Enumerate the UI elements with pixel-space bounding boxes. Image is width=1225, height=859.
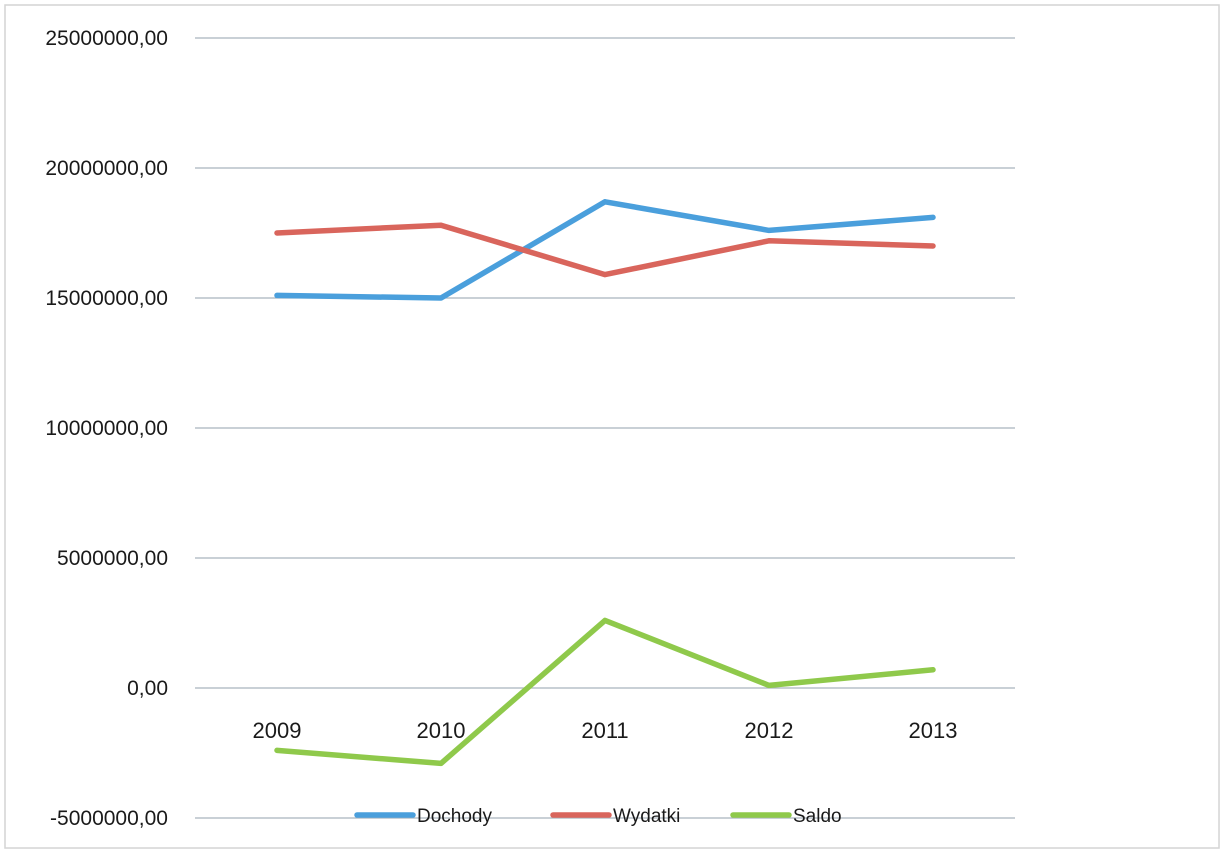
data-point [602,199,608,205]
legend-label: Saldo [793,806,842,827]
x-tick-label: 2011 [581,718,628,743]
y-tick-label: 25000000,00 [45,27,168,50]
data-point [602,272,608,278]
y-tick-label: -5000000,00 [50,807,168,830]
data-point [438,295,444,301]
x-tick-label: 2013 [909,718,958,743]
data-point [274,230,280,236]
data-point [930,214,936,220]
data-point [930,243,936,249]
data-point [766,227,772,233]
data-point [438,760,444,766]
data-point [766,238,772,244]
y-tick-label: 5000000,00 [57,547,168,570]
data-point [438,222,444,228]
data-point [274,292,280,298]
gridlines [195,37,1015,819]
legend-label: Dochody [417,806,492,827]
legend: Dochody Wydatki Saldo [354,806,842,827]
data-point [766,682,772,688]
data-point [274,747,280,753]
legend-label: Wydatki [613,806,680,827]
x-tick-label: 2009 [253,718,302,743]
x-tick-label: 2010 [417,718,466,743]
series-lines [274,199,936,767]
data-point [930,667,936,673]
x-tick-label: 2012 [745,718,794,743]
y-tick-label: 20000000,00 [45,157,168,180]
x-axis-tick-labels: 2009 2010 2011 2012 2013 [253,718,958,743]
y-axis-tick-labels: 25000000,00 20000000,00 15000000,00 1000000… [45,27,168,830]
chart-border [4,4,1220,849]
y-tick-label: 0,00 [127,677,168,700]
data-point [602,617,608,623]
y-tick-label: 15000000,00 [45,287,168,310]
y-tick-label: 10000000,00 [45,417,168,440]
